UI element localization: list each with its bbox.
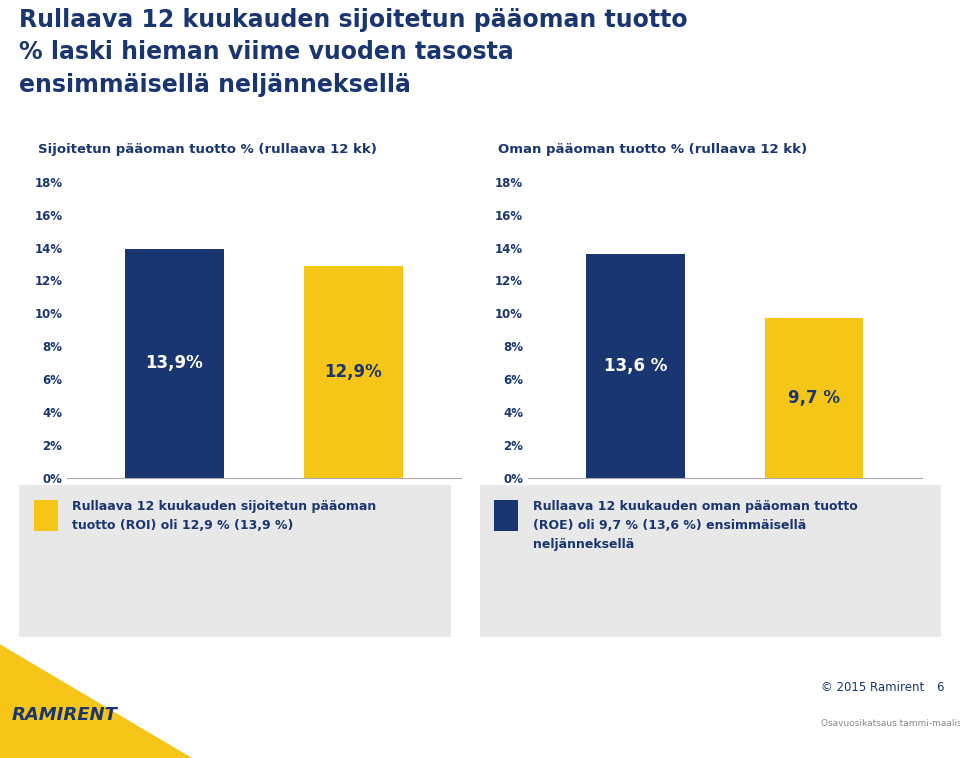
- Bar: [126, 249, 224, 478]
- Text: 13,6 %: 13,6 %: [604, 357, 667, 375]
- FancyBboxPatch shape: [34, 500, 58, 531]
- FancyBboxPatch shape: [494, 500, 518, 531]
- Polygon shape: [0, 644, 192, 758]
- Text: 9,7 %: 9,7 %: [788, 389, 840, 407]
- Text: 12,9%: 12,9%: [324, 362, 382, 381]
- Bar: [304, 266, 402, 478]
- Text: © 2015 Ramirent: © 2015 Ramirent: [821, 681, 924, 694]
- Text: Rullaava 12 kuukauden sijoitetun pääoman tuotto
% laski hieman viime vuoden taso: Rullaava 12 kuukauden sijoitetun pääoman…: [19, 8, 687, 97]
- Text: RAMIRENT: RAMIRENT: [12, 706, 117, 724]
- Bar: [587, 254, 684, 478]
- Text: Osavuosikatsaus tammi-maaliskuu 2015 17.5.2015: Osavuosikatsaus tammi-maaliskuu 2015 17.…: [821, 719, 960, 728]
- Text: Rullaava 12 kuukauden oman pääoman tuotto
(ROE) oli 9,7 % (13,6 %) ensimmäisellä: Rullaava 12 kuukauden oman pääoman tuott…: [533, 500, 857, 551]
- Text: Sijoitetun pääoman tuotto % (rullaava 12 kk): Sijoitetun pääoman tuotto % (rullaava 12…: [37, 143, 376, 156]
- Text: 13,9%: 13,9%: [146, 355, 204, 372]
- Bar: [765, 318, 863, 478]
- Text: Rullaava 12 kuukauden sijoitetun pääoman
tuotto (ROI) oli 12,9 % (13,9 %): Rullaava 12 kuukauden sijoitetun pääoman…: [72, 500, 376, 532]
- FancyBboxPatch shape: [480, 485, 941, 637]
- Text: 6: 6: [936, 681, 944, 694]
- FancyBboxPatch shape: [19, 485, 451, 637]
- Text: Oman pääoman tuotto % (rullaava 12 kk): Oman pääoman tuotto % (rullaava 12 kk): [498, 143, 807, 156]
